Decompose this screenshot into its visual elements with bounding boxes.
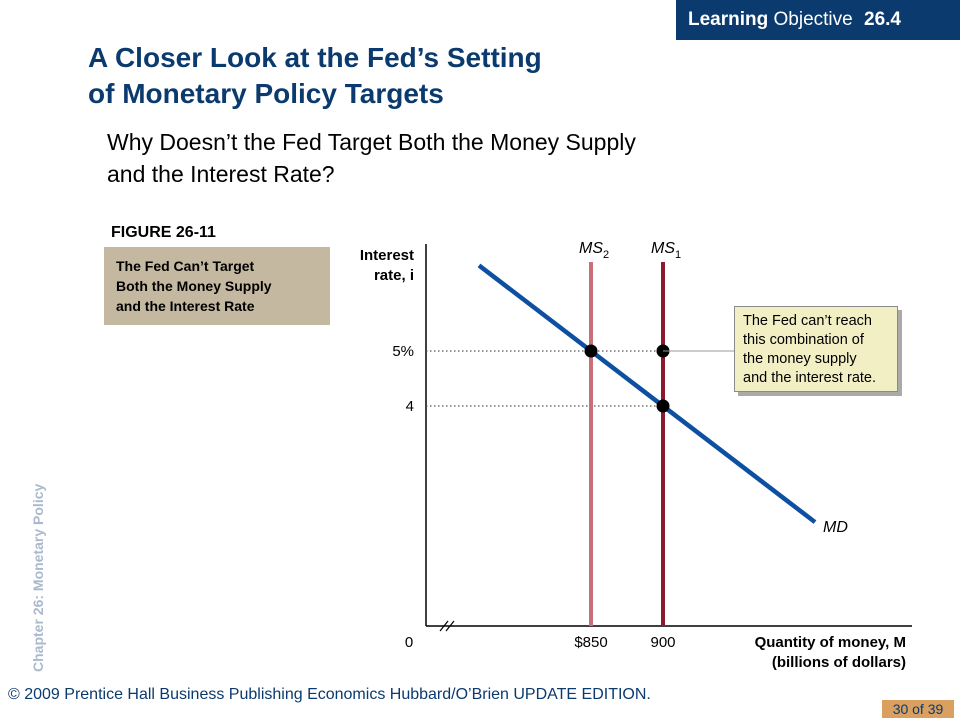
x-axis-label-line-1: Quantity of money, M: [755, 634, 906, 651]
subtitle-line-1: Why Doesn’t the Fed Target Both the Mone…: [107, 129, 636, 155]
callout-line-2: this combination of: [743, 332, 864, 348]
copyright-footer: © 2009 Prentice Hall Business Publishing…: [8, 686, 651, 703]
y-tick-label-1: 5%: [392, 343, 414, 360]
x-axis-label-line-2: (billions of dollars): [772, 654, 906, 671]
caption-line-2: Both the Money Supply: [116, 278, 272, 294]
slide-title: A Closer Look at the Fed’s Setting of Mo…: [88, 40, 542, 112]
slide-subtitle: Why Doesn’t the Fed Target Both the Mone…: [107, 126, 636, 190]
demand-label-md: MD: [823, 519, 848, 536]
lo-number: 26.4: [864, 9, 901, 30]
title-line-1: A Closer Look at the Fed’s Setting: [88, 42, 542, 73]
y-tick-label-2: 4: [406, 398, 414, 415]
equilibrium-point-1: [584, 344, 598, 358]
callout-line-4: and the interest rate.: [743, 370, 876, 386]
figure-label: FIGURE 26-11: [111, 224, 216, 241]
page-number: 30 of 39: [882, 700, 954, 718]
lo-rest: Objective: [773, 9, 853, 30]
equilibrium-point-3: [656, 399, 670, 413]
axis-break-mark-1: [439, 620, 449, 632]
subtitle-line-2: and the Interest Rate?: [107, 161, 335, 187]
demand-line-md: [477, 263, 817, 524]
y-axis-label-line-2: rate, i: [374, 267, 414, 284]
caption-line-1: The Fed Can’t Target: [116, 258, 255, 274]
caption-line-3: and the Interest Rate: [116, 298, 255, 314]
x-tick-label-2: 900: [650, 634, 675, 651]
callout-line-1: The Fed can’t reach: [743, 313, 872, 329]
chapter-side-label: Chapter 26: Monetary Policy: [30, 483, 46, 672]
figure-caption: The Fed Can’t Target Both the Money Supp…: [104, 247, 330, 325]
y-axis-label-line-1: Interest: [360, 247, 414, 264]
chart-marks: 5% 4 $850 900 MS2 MS1 MD: [392, 240, 848, 651]
supply-label-ms1: MS1: [651, 240, 681, 261]
x-tick-label-1: $850: [574, 634, 607, 651]
supply-label-ms2: MS2: [579, 240, 609, 261]
callout-box: The Fed can’t reach this combination of …: [734, 306, 898, 392]
axis-break-mark-2: [445, 620, 455, 632]
origin-label: 0: [405, 634, 413, 651]
callout-line-3: the money supply: [743, 351, 857, 367]
lo-word: Learning: [688, 9, 769, 30]
learning-objective-badge: Learning Objective 26.4: [676, 0, 960, 40]
title-line-2: of Monetary Policy Targets: [88, 78, 444, 109]
